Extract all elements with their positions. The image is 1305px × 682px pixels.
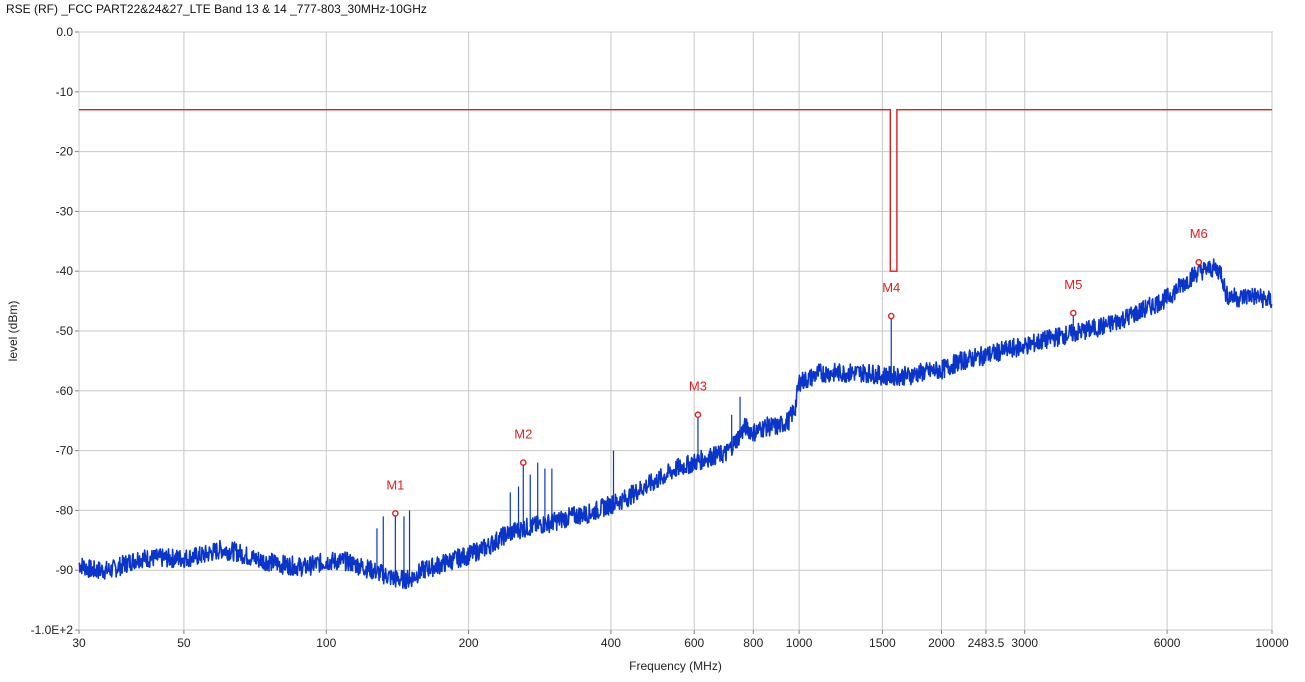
- marker-label: M6: [1190, 226, 1208, 241]
- x-tick-label: 200: [459, 636, 479, 650]
- marker-label: M4: [882, 280, 900, 295]
- x-tick-label: 10000: [1255, 636, 1289, 650]
- y-tick-label: -80: [56, 503, 74, 517]
- marker-dot: [694, 411, 702, 419]
- y-tick-label: -10: [56, 85, 74, 99]
- y-tick-label: -90: [56, 563, 74, 577]
- y-tick-label: -70: [56, 444, 74, 458]
- y-tick-label: -50: [56, 324, 74, 338]
- limit-line: [79, 109, 1272, 272]
- x-tick-label: 400: [601, 636, 621, 650]
- y-tick-label: 0.0: [56, 25, 73, 39]
- x-tick-label: 600: [684, 636, 704, 650]
- grid-lines: [75, 31, 1273, 634]
- marker-dot: [1069, 309, 1077, 317]
- marker-label: M1: [386, 477, 404, 492]
- marker-label: M2: [514, 427, 532, 442]
- y-tick-label: -30: [56, 204, 74, 218]
- x-tick-label: 2000: [928, 636, 955, 650]
- y-tick-label: -1.0E+2: [31, 623, 74, 637]
- y-tick-label: -40: [56, 264, 74, 278]
- y-axis-title: level (dBm): [6, 301, 20, 362]
- marker-dot: [392, 510, 399, 517]
- x-tick-label: 50: [177, 636, 191, 650]
- marker-dot: [887, 312, 895, 320]
- y-tick-label: -60: [56, 384, 74, 398]
- tick-labels: 0.0 -10 -20 -30 -40 -50 -60 -70 -80 -90 -1.0E+230 5…: [31, 25, 1289, 650]
- marker-label: M3: [689, 379, 707, 394]
- x-axis-title: Frequency (MHz): [629, 659, 722, 673]
- x-tick-label: 1000: [786, 636, 813, 650]
- chart-title: RSE (RF) _FCC PART22&24&27_LTE Band 13 &…: [6, 2, 427, 16]
- marker-dot: [1195, 258, 1203, 266]
- marker-layer: M1 M2 M3 M4 M5 M6: [386, 226, 1208, 517]
- marker-dot: [519, 459, 527, 466]
- x-tick-label: 800: [743, 636, 763, 650]
- x-tick-label: 6000: [1154, 636, 1181, 650]
- series-layer: [78, 109, 1273, 590]
- y-tick-label: -20: [56, 145, 74, 159]
- x-tick-label: 1500: [869, 636, 896, 650]
- x-tick-label: 30: [72, 636, 86, 650]
- x-tick-label: 100: [316, 636, 336, 650]
- x-tick-label: 3000: [1011, 636, 1038, 650]
- marker-label: M5: [1064, 277, 1082, 292]
- x-tick-label: 2483.5: [968, 636, 1005, 650]
